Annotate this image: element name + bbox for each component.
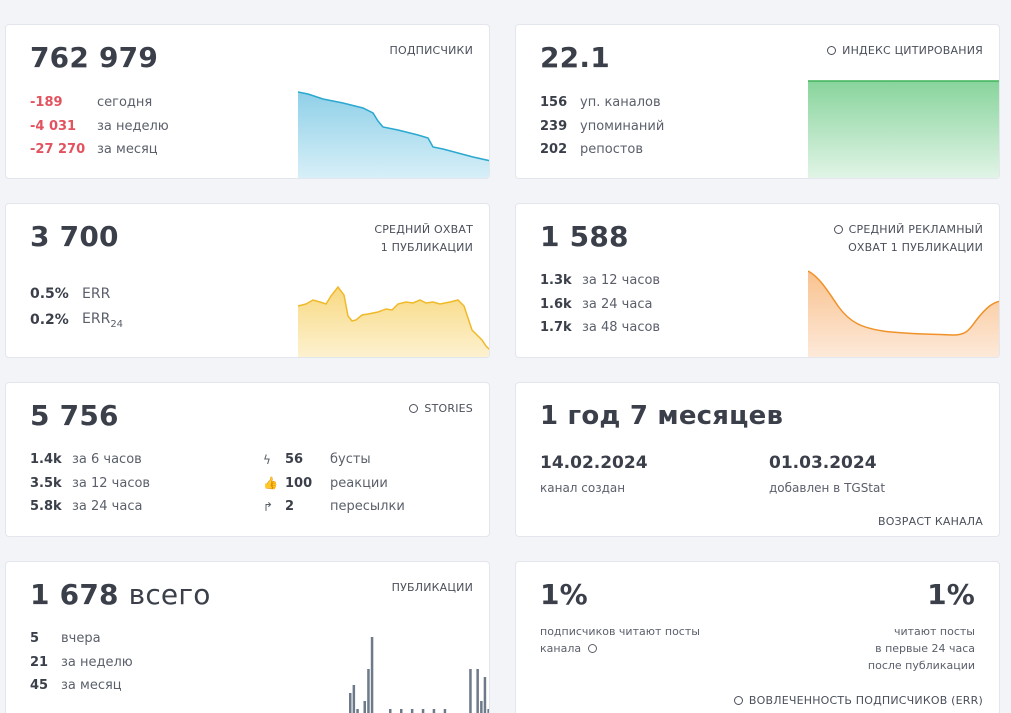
publication-bar [480, 701, 483, 713]
added-block: 01.03.2024 добавлен в TGStat [769, 453, 886, 495]
reach-card[interactable]: 3 700 СРЕДНИЙ ОХВАТ 1 ПУБЛИКАЦИИ 0.5% ERR … [5, 203, 490, 358]
channel-age-card[interactable]: 1 год 7 месяцев 14.02.2024 канал создан … [515, 382, 1000, 537]
publications-chart[interactable] [298, 632, 490, 713]
ad-reach-chart[interactable] [808, 268, 1000, 358]
publication-bar [352, 685, 356, 713]
ad-reach-card[interactable]: 1 588 СРЕДНИЙ РЕКЛАМНЫЙ ОХВАТ 1 ПУБЛИКАЦИ… [515, 203, 1000, 358]
stat-row: -27 270 за месяц [30, 142, 158, 158]
ad-reach-title[interactable]: СРЕДНИЙ РЕКЛАМНЫЙ ОХВАТ 1 ПУБЛИКАЦИИ [833, 221, 983, 257]
engagement-title[interactable]: ВОВЛЕЧЕННОСТЬ ПОДПИСЧИКОВ (ERR) [733, 692, 983, 710]
engagement-card[interactable]: 1% подписчиков читают посты канала 1% чи… [515, 561, 1000, 713]
publications-card[interactable]: 1 678 всего ПУБЛИКАЦИИ 5 вчера 21 за недел… [5, 561, 490, 713]
stat-row: -189 сегодня [30, 95, 153, 111]
reach-value: 3 700 [30, 220, 119, 253]
stat-row: 45 за месяц [30, 678, 122, 694]
ad-reach-value: 1 588 [540, 220, 629, 253]
channel-age-title[interactable]: ВОЗРАСТ КАНАЛА [877, 515, 983, 528]
thumbs-up-icon: 👍 [263, 476, 278, 491]
citation-card[interactable]: 22.1 ИНДЕКС ЦИТИРОВАНИЯ 156 уп. каналов 2… [515, 24, 1000, 179]
citation-index: 22.1 [540, 41, 610, 74]
citation-chart[interactable] [808, 79, 1000, 179]
stat-row: 1.7k за 48 часов [540, 320, 661, 336]
stat-row: 1.3k за 12 часов [540, 273, 661, 289]
stories-value: 5 756 [30, 399, 119, 432]
publication-bar [400, 709, 403, 713]
publication-bar [389, 709, 392, 713]
engagement-right-label: читают посты в первые 24 часа после публ… [867, 625, 975, 672]
publication-bar [421, 709, 425, 713]
stat-row: 👍 100 реакции [263, 475, 388, 491]
publications-value: 1 678 всего [30, 578, 211, 611]
publication-bar [349, 693, 352, 713]
created-block: 14.02.2024 канал создан [540, 453, 648, 495]
clock-icon [409, 404, 419, 413]
stat-row: ϟ 56 бусты [263, 452, 371, 468]
stat-row: 5 вчера [30, 631, 101, 647]
stat-row: 21 за неделю [30, 654, 133, 670]
err-row: 0.5% ERR [30, 286, 111, 302]
engagement-left-label: подписчиков читают посты канала [540, 625, 700, 655]
engagement-right-value: 1% [927, 578, 975, 611]
stat-row: 5.8k за 24 часа [30, 499, 143, 515]
stat-row: 239 упоминаний [540, 118, 665, 134]
publication-bar [476, 669, 479, 713]
clock-icon [833, 225, 843, 234]
publications-title[interactable]: ПУБЛИКАЦИИ [391, 581, 473, 594]
clock-icon [733, 696, 743, 705]
subscribers-title[interactable]: ПОДПИСЧИКИ [389, 44, 473, 57]
stat-row: 1.4k за 6 часов [30, 452, 142, 468]
publication-bar [367, 669, 370, 713]
publication-bar [356, 709, 359, 713]
reach-chart[interactable] [298, 278, 490, 358]
help-icon[interactable] [587, 644, 597, 653]
stat-row: 156 уп. каналов [540, 95, 661, 111]
stat-row: 202 репостов [540, 142, 644, 158]
stat-row: 3.5k за 12 часов [30, 475, 151, 491]
subscribers-card[interactable]: 762 979 ПОДПИСЧИКИ -189 сегодня -4 031 за … [5, 24, 490, 179]
subscribers-chart[interactable] [298, 85, 490, 179]
clock-icon [827, 46, 837, 55]
publication-bar [443, 709, 447, 713]
forward-icon: ↱ [263, 499, 274, 514]
publication-bar [432, 709, 436, 713]
stories-title[interactable]: STORIES [409, 400, 473, 418]
lightning-icon: ϟ [263, 452, 271, 467]
err24-row: 0.2% ERR24 [30, 310, 124, 330]
publication-bar [410, 709, 414, 713]
channel-age-value: 1 год 7 месяцев [540, 401, 784, 431]
subscribers-count: 762 979 [30, 41, 159, 74]
citation-title[interactable]: ИНДЕКС ЦИТИРОВАНИЯ [827, 42, 983, 60]
stories-card[interactable]: 5 756 STORIES 1.4k за 6 часов 3.5k за 12 ч… [5, 382, 490, 537]
publication-bar [370, 637, 374, 713]
publication-bar [469, 669, 472, 713]
stat-row: -4 031 за неделю [30, 118, 169, 134]
publication-bar [487, 709, 489, 713]
stat-row: ↱ 2 пересылки [263, 499, 405, 515]
stat-row: 1.6k за 24 часа [540, 296, 653, 312]
engagement-left-value: 1% [540, 578, 588, 611]
reach-title[interactable]: СРЕДНИЙ ОХВАТ 1 ПУБЛИКАЦИИ [374, 223, 473, 254]
publication-bar [363, 701, 366, 713]
publication-bar [483, 677, 487, 713]
